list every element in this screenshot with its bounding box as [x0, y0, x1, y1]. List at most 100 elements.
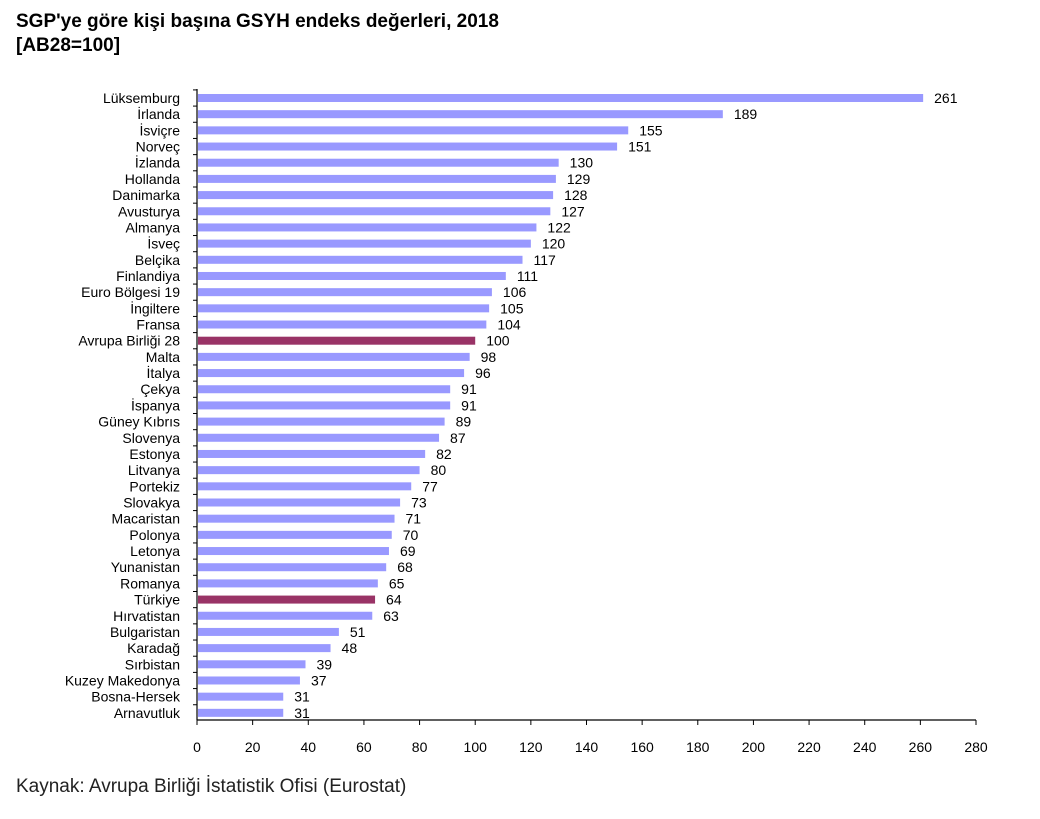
data-label: 120	[542, 236, 566, 252]
bar	[198, 174, 556, 183]
x-tick-label: 40	[300, 739, 316, 755]
category-label: Belçika	[135, 252, 180, 268]
chart-title-line2: [AB28=100]	[16, 35, 121, 56]
category-label: Slovakya	[123, 495, 180, 511]
data-label: 96	[475, 365, 491, 381]
data-label: 82	[436, 446, 452, 462]
data-label: 105	[500, 300, 524, 316]
bar	[198, 579, 378, 588]
category-label: Kuzey Makedonya	[65, 672, 180, 688]
data-label: 51	[350, 624, 366, 640]
data-label: 98	[481, 349, 497, 365]
bar	[198, 320, 487, 329]
bar	[198, 547, 389, 556]
category-label: Malta	[146, 349, 180, 365]
bar	[198, 627, 339, 636]
bar	[198, 142, 618, 151]
category-label: Estonya	[129, 446, 180, 462]
data-label: 71	[406, 511, 422, 527]
bar	[198, 530, 392, 539]
category-label: Almanya	[126, 219, 181, 235]
category-label: Portekiz	[129, 478, 180, 494]
category-label: Hırvatistan	[113, 608, 180, 624]
bar	[198, 255, 523, 264]
category-label: Finlandiya	[116, 268, 180, 284]
category-label: İngiltere	[130, 299, 180, 316]
data-label: 77	[422, 478, 438, 494]
category-label: Avrupa Birliği 28	[78, 333, 180, 349]
bar	[198, 498, 401, 507]
data-label: 151	[628, 139, 652, 155]
data-label: 129	[567, 171, 591, 187]
category-label: Avusturya	[118, 203, 180, 219]
category-label: Sırbistan	[125, 656, 180, 672]
x-tick-label: 280	[964, 739, 988, 755]
data-label: 65	[389, 575, 405, 591]
bar	[198, 514, 395, 523]
data-label: 104	[497, 317, 521, 333]
x-tick-label: 120	[519, 739, 543, 755]
category-label: Karadağ	[127, 640, 180, 656]
bar	[198, 692, 284, 701]
data-label: 64	[386, 592, 402, 608]
category-label: Polonya	[129, 527, 180, 543]
x-tick-label: 80	[412, 739, 428, 755]
bar	[198, 466, 420, 475]
data-label: 68	[397, 559, 413, 575]
data-label: 91	[461, 381, 477, 397]
bar	[198, 482, 412, 491]
bar	[198, 401, 451, 410]
data-label: 128	[564, 187, 588, 203]
bar	[198, 676, 300, 685]
category-label: Arnavutluk	[114, 705, 181, 721]
data-label: 189	[734, 106, 758, 122]
bar	[198, 449, 426, 458]
bar	[198, 110, 723, 119]
data-label: 111	[517, 268, 538, 284]
x-tick-label: 220	[797, 739, 821, 755]
bar	[198, 611, 373, 620]
bar	[198, 352, 470, 361]
category-label: Yunanistan	[111, 559, 180, 575]
category-label: Güney Kıbrıs	[98, 414, 180, 430]
bar	[198, 660, 306, 669]
x-tick-label: 180	[686, 739, 710, 755]
category-label: Bulgaristan	[110, 624, 180, 640]
category-label: Hollanda	[125, 171, 180, 187]
bar	[198, 417, 445, 426]
bar	[198, 304, 490, 313]
bar	[198, 433, 440, 442]
bar	[198, 158, 559, 167]
category-label: İspanya	[131, 396, 180, 413]
category-label: İzlanda	[135, 154, 180, 171]
bar	[198, 271, 506, 280]
data-label: 127	[561, 203, 585, 219]
bar	[198, 239, 531, 248]
x-tick-label: 20	[245, 739, 261, 755]
x-tick-label: 140	[575, 739, 599, 755]
data-label: 100	[486, 333, 510, 349]
bar-chart: Lüksemburg 261 İrlanda 189 İsviçre 155 Norveç 1…	[65, 89, 988, 755]
data-label: 155	[639, 122, 663, 138]
category-label: Fransa	[136, 317, 180, 333]
x-tick-label: 0	[193, 739, 201, 755]
bar	[198, 595, 376, 604]
x-tick-label: 60	[356, 739, 372, 755]
bar	[198, 223, 537, 232]
source-note: Kaynak: Avrupa Birliği İstatistik Ofisi …	[16, 776, 407, 797]
bar	[198, 336, 476, 345]
category-label: Norveç	[136, 139, 180, 155]
data-label: 87	[450, 430, 466, 446]
bar	[198, 288, 492, 297]
category-label: Türkiye	[134, 592, 180, 608]
chart-title: SGP'ye göre kişi başına GSYH endeks değe…	[16, 10, 499, 58]
category-label: Danimarka	[112, 187, 180, 203]
bar	[198, 708, 284, 717]
data-label: 89	[456, 414, 472, 430]
bar	[198, 191, 554, 200]
x-tick-label: 160	[630, 739, 654, 755]
chart-title-line1: SGP'ye göre kişi başına GSYH endeks değe…	[16, 11, 499, 32]
data-label: 261	[934, 90, 958, 106]
data-label: 39	[317, 656, 333, 672]
bar	[198, 644, 331, 653]
